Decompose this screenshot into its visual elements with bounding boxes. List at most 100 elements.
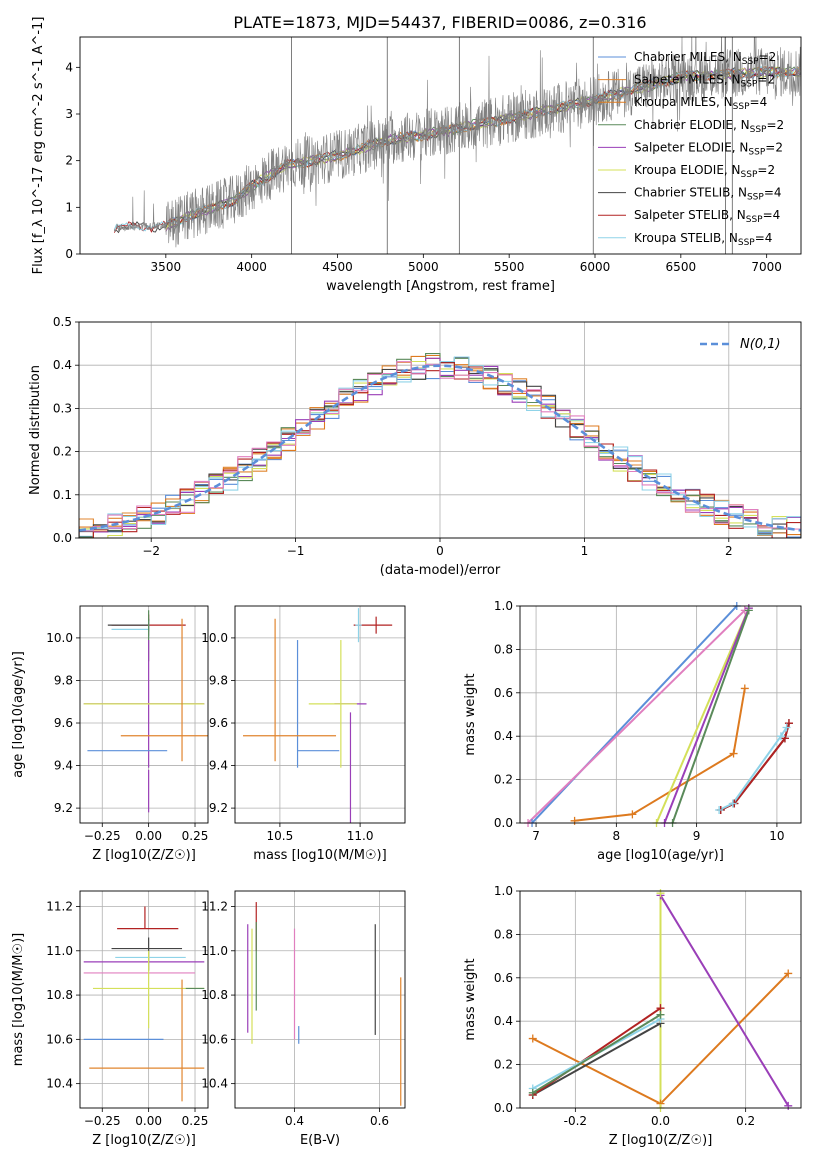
x-axis-label: Z [log10(Z/Z☉)] (609, 1133, 713, 1148)
x-axis-label: (data-model)/error (380, 563, 501, 578)
y-tick-label: 0.4 (53, 358, 72, 372)
legend-label: Salpeter STELIB, NSSP=4 (634, 208, 780, 225)
axes-frame (78, 321, 802, 539)
axes-frame (79, 36, 802, 255)
axes-frame (79, 890, 209, 1109)
plot-area (243, 608, 393, 823)
plus-marker (656, 889, 665, 898)
x-tick-label: 0.25 (182, 1114, 209, 1128)
x-tick-label: 0 (436, 544, 444, 558)
x-tick-label: 6000 (580, 260, 611, 274)
x-tick-label: 4500 (322, 260, 353, 274)
y-tick-label: 9.2 (54, 801, 73, 815)
y-tick-label: 4 (65, 60, 73, 74)
data-spectrum-line (114, 37, 801, 248)
y-tick-label: 11.0 (201, 944, 228, 958)
plus-marker (528, 1034, 537, 1043)
panel-z_massweight: -0.2 0.0 0.2 0.0 0.2 0.4 0.6 0.8 1.0 Z [log10(Z/Z… (463, 884, 802, 1148)
y-tick-label: 0.0 (494, 1101, 513, 1115)
y-tick-label: 10.0 (46, 631, 73, 645)
x-axis-label: Z [log10(Z/Z☉)] (92, 848, 196, 863)
x-tick-label: 2 (725, 544, 733, 558)
y-tick-label: 2 (65, 154, 73, 168)
plot-area (83, 610, 208, 813)
x-tick-label: 6500 (666, 260, 697, 274)
plus-marker (528, 1088, 537, 1097)
y-tick-label: 0.4 (494, 729, 513, 743)
panel-z_mass: −0.25 0.00 0.25 10.4 10.6 10.8 11.0 11.2 Z [log1… (11, 890, 209, 1148)
plus-marker (784, 969, 793, 978)
y-tick-label: 10.6 (201, 1032, 228, 1046)
y-tick-label: 0.2 (494, 773, 513, 787)
error-bar-point (120, 618, 208, 762)
x-tick-label: 5500 (494, 260, 525, 274)
y-tick-label: 0 (65, 247, 73, 261)
plot-area (113, 37, 801, 254)
panel-residuals: −2 −1 0 1 2 0.0 0.1 0.2 0.3 0.4 0.5 (data-model)/er… (28, 315, 802, 578)
y-tick-label: 11.2 (46, 900, 73, 914)
axes-frame (234, 605, 406, 824)
axes-frame (519, 605, 802, 824)
x-tick-label: −2 (142, 544, 160, 558)
y-tick-label: 0.6 (494, 971, 513, 985)
x-tick-label: 0.6 (370, 1114, 389, 1128)
y-tick-label: 0.0 (494, 816, 513, 830)
axes-frame (234, 890, 406, 1109)
x-tick-label: 0.2 (736, 1114, 755, 1128)
x-tick-label: 11.0 (347, 829, 374, 843)
legend-label: Chabrier MILES, NSSP=2 (634, 50, 776, 67)
x-tick-label: 0.0 (651, 1114, 670, 1128)
y-tick-label: 10.6 (46, 1032, 73, 1046)
panel-mass_age: 10.5 11.0 9.2 9.4 9.6 9.8 10.0 mass [log10(M/M☉… (201, 605, 406, 863)
panel-z_age: −0.25 0.00 0.25 9.2 9.4 9.6 9.8 10.0 Z [log10(Z/… (11, 605, 209, 863)
x-tick-label: −0.25 (84, 829, 121, 843)
error-bar-point (111, 620, 150, 638)
panel-ebv_mass: 0.4 0.6 10.4 10.6 10.8 11.0 11.2 E(B-V) (201, 890, 406, 1148)
error-bar-point (117, 906, 179, 930)
x-tick-label: 0.00 (135, 1114, 162, 1128)
plus-marker (729, 749, 738, 758)
y-tick-label: 3 (65, 107, 73, 121)
mass-weight-line (718, 726, 788, 811)
plus-marker (776, 732, 785, 741)
x-tick-label: 0.25 (182, 829, 209, 843)
y-axis-label: age [log10(age/yr)] (11, 651, 26, 778)
mass-weight-line (532, 1022, 661, 1096)
y-tick-label: 9.8 (54, 673, 73, 687)
x-tick-label: 4000 (236, 260, 267, 274)
y-axis-label: Flux [f_λ 10^-17 erg cm^-2 s^-1 A^-1] (31, 17, 46, 275)
normal-curve (79, 364, 801, 532)
y-tick-label: 0.4 (494, 1014, 513, 1028)
plot-area (247, 902, 402, 1106)
y-tick-label: 9.4 (54, 759, 73, 773)
plus-marker (784, 1101, 793, 1110)
x-tick-label: 3500 (151, 260, 182, 274)
y-axis-label: mass [log10(M/M☉)] (11, 933, 26, 1066)
legend: Chabrier MILES, NSSP=2 Salpeter MILES, NS… (598, 50, 784, 248)
x-axis-label: mass [log10(M/M☉)] (253, 848, 386, 863)
y-axis-label: mass weight (463, 673, 478, 755)
mass-weight-line (659, 894, 790, 1107)
x-axis-label: Z [log10(Z/Z☉)] (92, 1133, 196, 1148)
legend-label: Salpeter ELODIE, NSSP=2 (634, 140, 783, 157)
y-tick-label: 9.4 (209, 759, 228, 773)
error-bar-point (308, 640, 357, 768)
x-tick-label: -0.2 (564, 1114, 587, 1128)
mass-weight-line (527, 609, 746, 823)
y-tick-label: 10.8 (201, 988, 228, 1002)
legend-label: Kroupa MILES, NSSP=4 (634, 95, 767, 112)
y-tick-label: 0.3 (53, 401, 72, 415)
y-tick-label: 0.8 (494, 642, 513, 656)
legend-label: Chabrier STELIB, NSSP=4 (634, 186, 782, 203)
y-tick-label: 0.8 (494, 927, 513, 941)
mass-weight-line (655, 607, 750, 823)
x-tick-label: 0.4 (285, 1114, 304, 1128)
plus-marker (780, 734, 789, 743)
y-tick-label: 1.0 (494, 599, 513, 613)
plot-area (83, 906, 205, 1102)
y-tick-label: 0.0 (53, 531, 72, 545)
legend-label: Kroupa STELIB, NSSP=4 (634, 231, 772, 248)
mass-weight-line (663, 607, 750, 823)
error-bar-point (111, 937, 183, 971)
x-axis-label: age [log10(age/yr)] (597, 848, 724, 863)
